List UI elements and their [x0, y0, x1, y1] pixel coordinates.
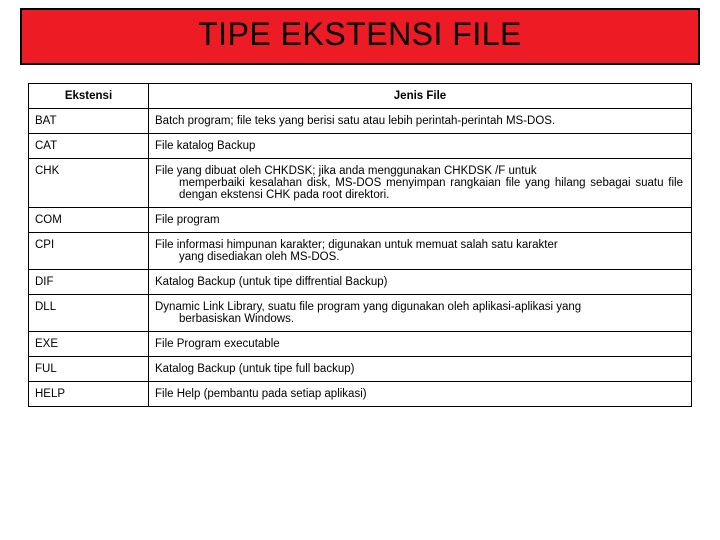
cell-desc: Katalog Backup (untuk tipe diffrential B…	[149, 270, 692, 295]
cell-desc: File informasi himpunan karakter; diguna…	[149, 233, 692, 270]
cell-desc: Katalog Backup (untuk tipe full backup)	[149, 357, 692, 382]
cell-desc: File yang dibuat oleh CHKDSK; jika anda …	[149, 159, 692, 208]
cell-desc: File Help (pembantu pada setiap aplikasi…	[149, 382, 692, 407]
table-row: CPI File informasi himpunan karakter; di…	[29, 233, 692, 270]
title-banner: TIPE EKSTENSI FILE	[20, 8, 700, 65]
extension-table-container: Ekstensi Jenis File BAT Batch program; f…	[28, 83, 692, 407]
table-row: DIF Katalog Backup (untuk tipe diffrenti…	[29, 270, 692, 295]
header-jenis-file: Jenis File	[149, 84, 692, 109]
cell-ext: CAT	[29, 134, 149, 159]
cell-ext: DIF	[29, 270, 149, 295]
cell-desc: File katalog Backup	[149, 134, 692, 159]
table-row: COM File program	[29, 208, 692, 233]
cell-ext: HELP	[29, 382, 149, 407]
table-row: BAT Batch program; file teks yang berisi…	[29, 109, 692, 134]
cell-desc: Dynamic Link Library, suatu file program…	[149, 295, 692, 332]
cell-ext: EXE	[29, 332, 149, 357]
cell-ext: DLL	[29, 295, 149, 332]
cell-ext: COM	[29, 208, 149, 233]
table-row: HELP File Help (pembantu pada setiap apl…	[29, 382, 692, 407]
cell-ext: CHK	[29, 159, 149, 208]
table-row: FUL Katalog Backup (untuk tipe full back…	[29, 357, 692, 382]
page-title: TIPE EKSTENSI FILE	[198, 16, 522, 52]
table-row: EXE File Program executable	[29, 332, 692, 357]
table-header-row: Ekstensi Jenis File	[29, 84, 692, 109]
cell-desc: File program	[149, 208, 692, 233]
cell-desc: File Program executable	[149, 332, 692, 357]
table-row: DLL Dynamic Link Library, suatu file pro…	[29, 295, 692, 332]
table-row: CHK File yang dibuat oleh CHKDSK; jika a…	[29, 159, 692, 208]
cell-ext: FUL	[29, 357, 149, 382]
cell-desc: Batch program; file teks yang berisi sat…	[149, 109, 692, 134]
cell-ext: BAT	[29, 109, 149, 134]
extension-table: Ekstensi Jenis File BAT Batch program; f…	[28, 83, 692, 407]
table-row: CAT File katalog Backup	[29, 134, 692, 159]
header-ekstensi: Ekstensi	[29, 84, 149, 109]
cell-ext: CPI	[29, 233, 149, 270]
